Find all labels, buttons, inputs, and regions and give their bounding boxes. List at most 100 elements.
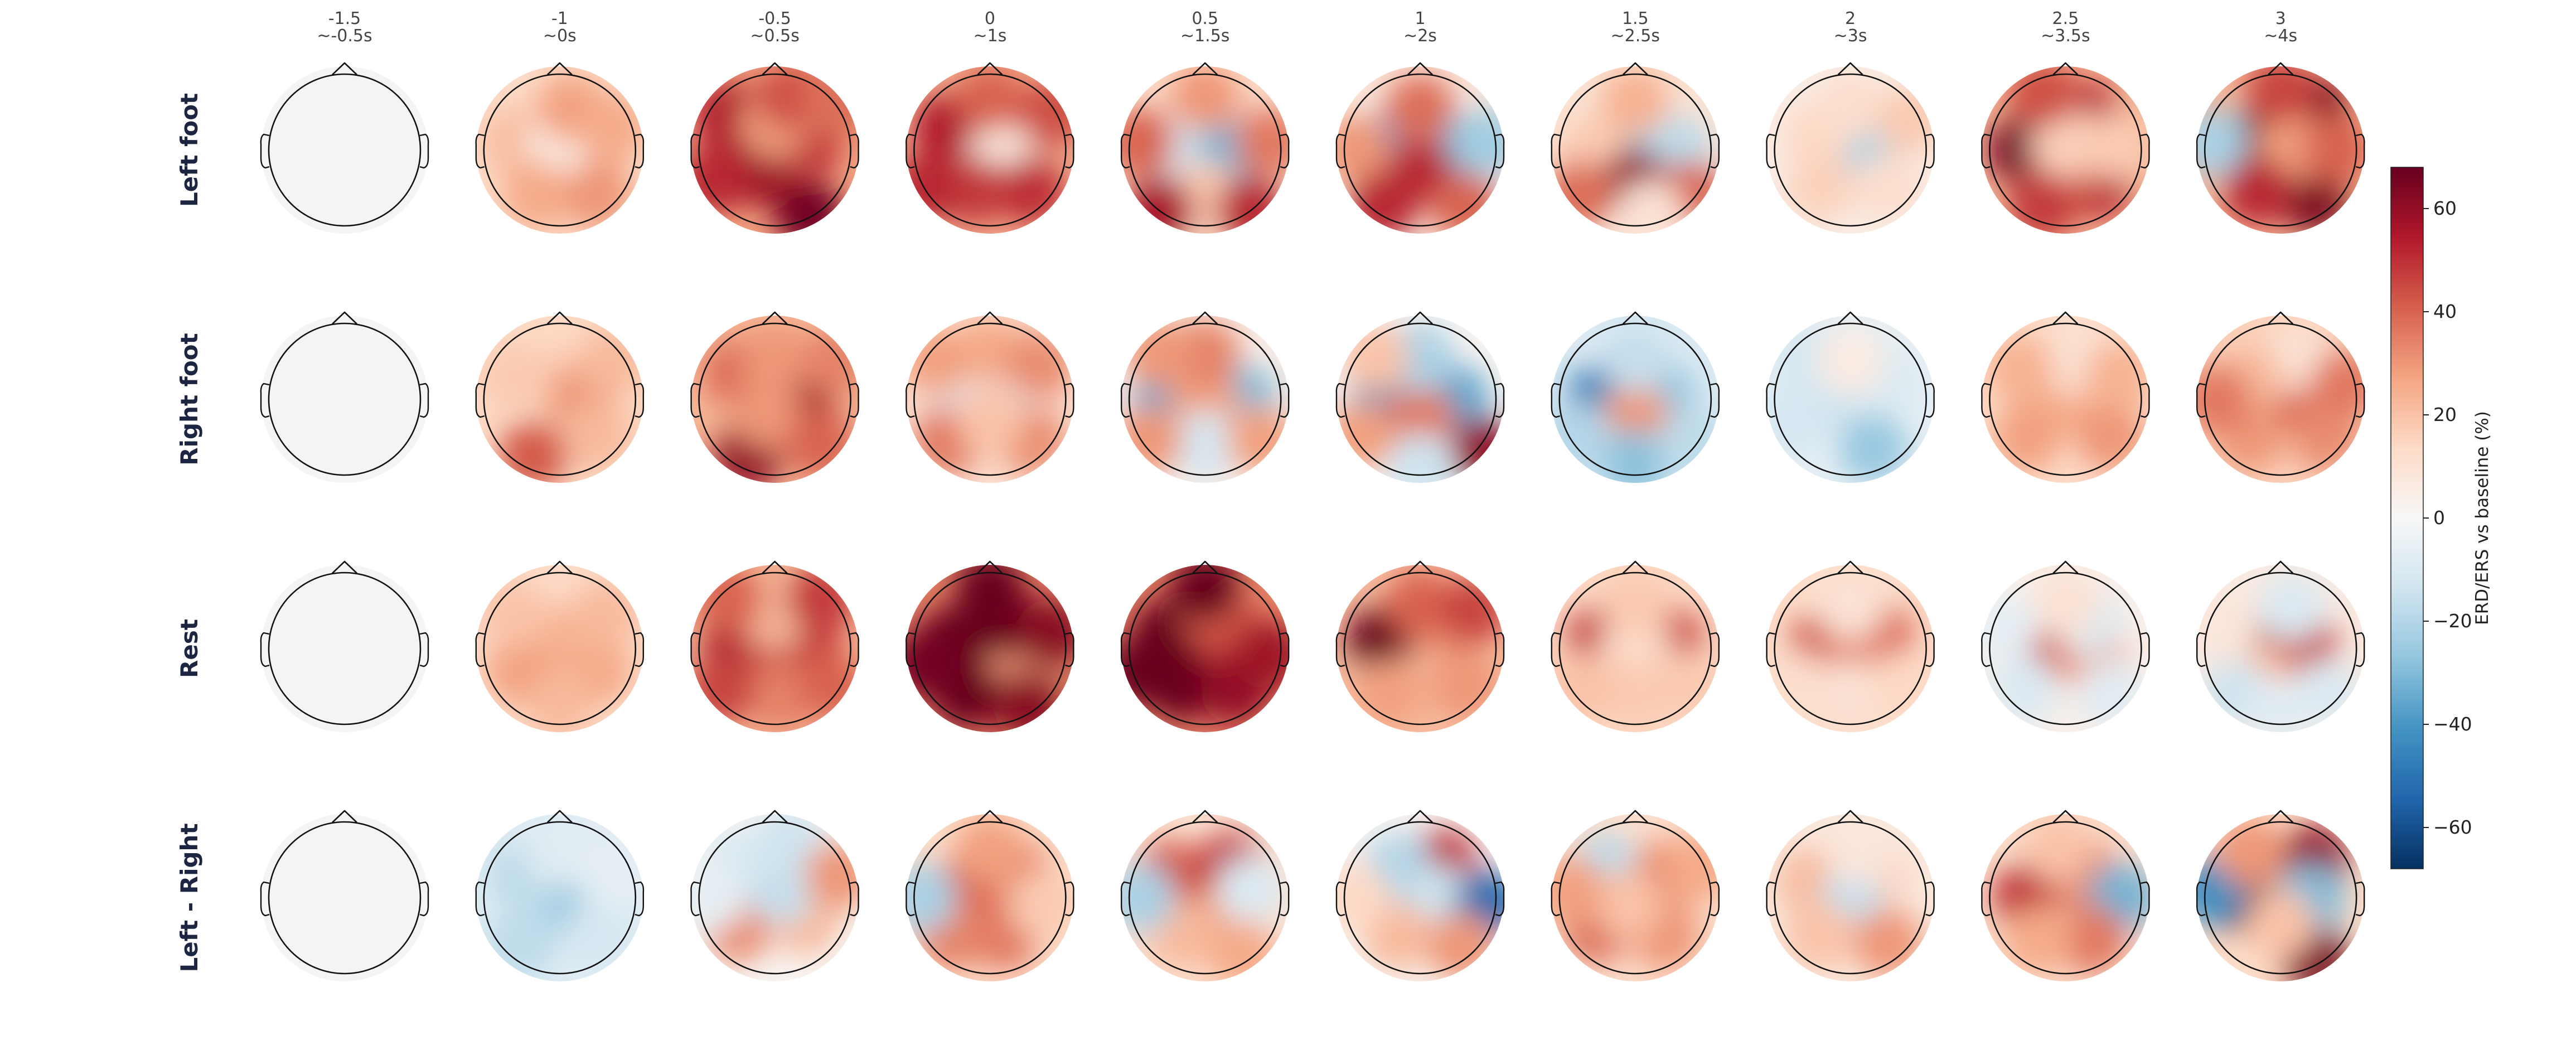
topomap [2196,62,2365,234]
left-ear-marker [1551,632,1561,667]
head-outline [2204,322,2357,476]
column-sublabel: ~0s [543,26,577,46]
nose-marker [2052,810,2079,823]
left-ear-marker [2196,383,2206,418]
right-ear-marker [2141,133,2150,169]
topomap-activation-blob [1868,652,1934,721]
right-ear-marker [2355,632,2365,667]
topomap-activation-blob [955,387,1025,457]
right-ear-marker [419,632,429,667]
right-ear-marker [635,383,645,418]
head-outline [1343,73,1497,227]
topomap-activation-blob [906,153,960,222]
head-outline [1343,572,1497,725]
topomap-activation-blob [906,863,956,932]
row-label: Left - Right [176,823,203,972]
right-ear-marker [419,383,429,418]
head-outline [483,821,637,975]
right-ear-marker [635,133,645,169]
left-ear-marker [690,881,700,917]
topomap-activation-blob [1121,108,1175,177]
topomap-activation-blob [1600,323,1670,393]
topomap-activation-blob [1348,172,1417,234]
nose-marker [1837,311,1863,325]
left-ear-marker [2196,632,2206,667]
topomap-activation-blob [563,403,632,472]
topomap-activation-blob [1989,655,2059,725]
head-outline [483,322,637,476]
column-label: 2.5 [2052,9,2079,28]
left-ear-marker [1120,133,1130,169]
colorbar-tick-label: −40 [2433,713,2472,735]
nose-marker [1407,810,1433,823]
colorbar-label: ERD/ERS vs baseline (%) [2472,411,2492,625]
topomap-activation-blob [1431,172,1500,234]
topomap-activation-blob [1657,410,1719,480]
head-outline [268,572,422,725]
column-sublabel: ~3.5s [2041,26,2090,46]
right-ear-marker [1710,383,1720,418]
right-ear-marker [2141,881,2150,917]
head-outline [1128,322,1282,476]
right-ear-marker [1280,881,1290,917]
column-sublabel: ~0.5s [750,26,799,46]
left-ear-marker [260,383,270,418]
topomap-activation-blob [578,327,643,396]
topomap-activation-blob [1439,576,1504,645]
topomap-activation-blob [955,565,1025,623]
topomap-activation-blob [525,817,594,887]
nose-marker [546,560,573,574]
topomap-activation-blob [2223,157,2293,226]
topomap-activation-blob [1815,659,1885,729]
nose-marker [977,810,1003,823]
topomap-activation-blob [691,863,745,932]
topomap [1981,62,2150,234]
nose-marker [2268,560,2294,574]
topomap-activation-blob [2291,403,2361,472]
topomap-activation-blob [786,410,855,480]
topomap-activation-blob [2057,904,2127,974]
column-label: 3 [2275,9,2286,28]
head-outline [1558,322,1712,476]
left-ear-marker [906,881,915,917]
column-label: 0 [985,9,995,28]
colorbar-gradient [2390,167,2424,869]
topomap-activation-blob [997,157,1067,226]
topomap-activation-blob [2008,66,2078,128]
topomap-activation-blob [1766,652,1832,721]
topomap-activation-blob [2076,403,2146,472]
left-ear-marker [1120,881,1130,917]
topomap [475,62,645,234]
topomap [2196,560,2365,732]
topomap-activation-blob [1600,66,1670,135]
nose-marker [762,311,788,325]
topomap-activation-blob [1337,115,1391,185]
right-ear-marker [1065,632,1074,667]
head-outline [2204,821,2357,975]
colorbar: 60 40 20 0 −20 −40 −60 ERD/ERS vs baseline (%) [2390,167,2492,869]
head-outline [483,572,637,725]
topomap-activation-blob [1993,403,2062,472]
right-ear-marker [1280,133,1290,169]
nose-marker [2268,311,2294,325]
column-sublabel: ~2s [1403,26,1437,46]
topomap-activation-blob [2215,817,2285,887]
row-label: Rest [176,619,203,678]
topomap-activation-blob [2303,115,2365,185]
topomap-activation-blob [1815,70,1885,139]
topomap-activation-blob [740,323,810,393]
head-outline [1558,821,1712,975]
topomap [690,810,859,981]
column-sublabel: ~3s [1834,26,1867,46]
nose-marker [762,62,788,75]
nose-marker [1407,311,1433,325]
topomap-activation-blob [1121,636,1175,706]
head-outline [698,572,851,725]
topomap-activation-blob [1551,403,1613,472]
topomap-activation-blob [1216,855,1285,925]
head-outline [913,322,1067,476]
topomap [1120,311,1290,483]
topomap-activation-blob [1170,410,1240,480]
topomap-activation-blob [1016,598,1074,668]
nose-marker [332,560,357,574]
